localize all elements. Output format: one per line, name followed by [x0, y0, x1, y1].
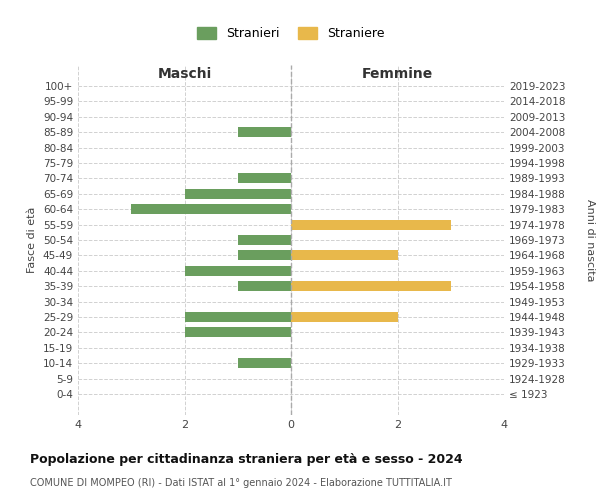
Bar	[291, 220, 451, 230]
Bar	[291, 250, 398, 260]
Bar	[238, 358, 291, 368]
Text: Maschi: Maschi	[157, 66, 212, 80]
Bar	[185, 312, 291, 322]
Text: Popolazione per cittadinanza straniera per età e sesso - 2024: Popolazione per cittadinanza straniera p…	[30, 452, 463, 466]
Bar	[131, 204, 291, 214]
Bar	[291, 312, 398, 322]
Bar	[291, 281, 451, 291]
Bar	[238, 250, 291, 260]
Text: COMUNE DI MOMPEO (RI) - Dati ISTAT al 1° gennaio 2024 - Elaborazione TUTTITALIA.: COMUNE DI MOMPEO (RI) - Dati ISTAT al 1°…	[30, 478, 452, 488]
Bar	[238, 235, 291, 245]
Legend: Stranieri, Straniere: Stranieri, Straniere	[193, 22, 389, 46]
Bar	[185, 189, 291, 199]
Bar	[185, 266, 291, 276]
Bar	[185, 328, 291, 338]
Y-axis label: Anni di nascita: Anni di nascita	[585, 198, 595, 281]
Bar	[238, 127, 291, 137]
Bar	[238, 281, 291, 291]
Text: Femmine: Femmine	[362, 66, 433, 80]
Bar	[238, 174, 291, 184]
Y-axis label: Fasce di età: Fasce di età	[28, 207, 37, 273]
